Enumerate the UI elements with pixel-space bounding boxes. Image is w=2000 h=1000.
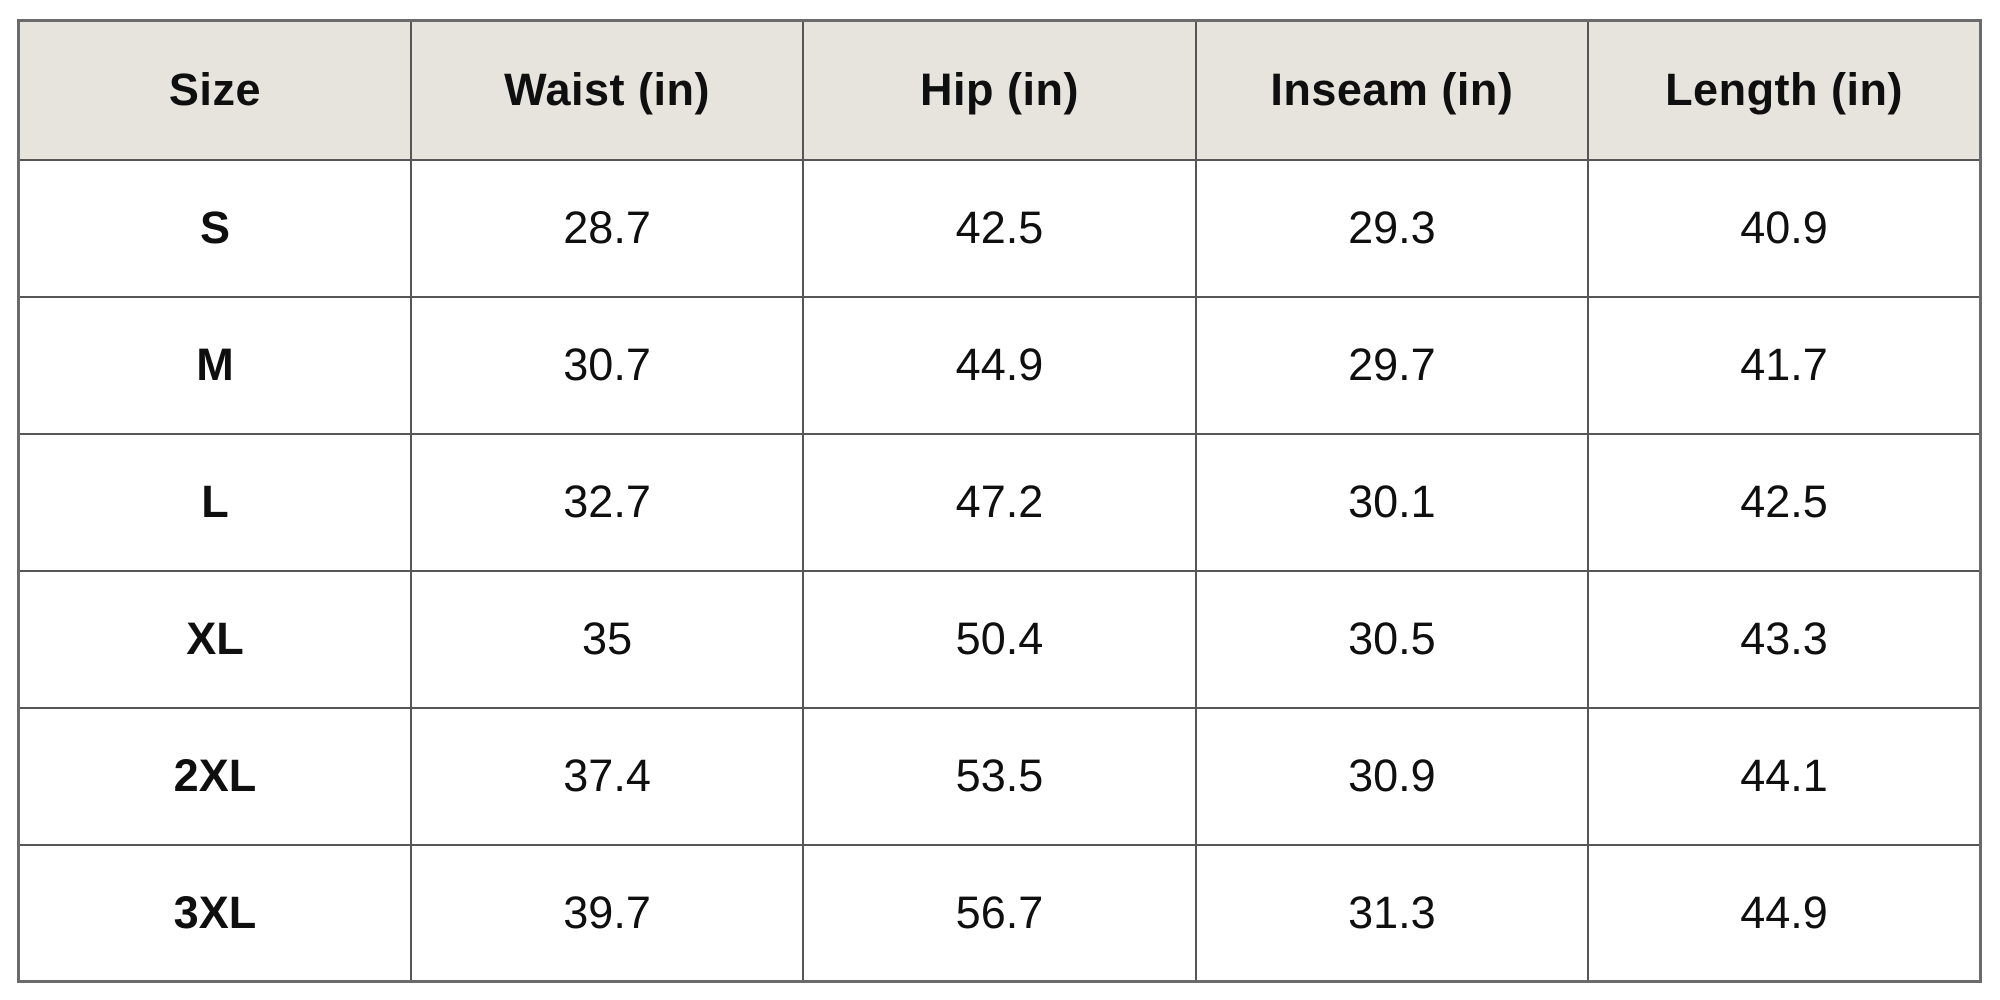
table-header: Size Waist (in) Hip (in) Inseam (in) Len… [17, 19, 1982, 161]
cell-size-3xl: 3XL [17, 843, 412, 983]
table-row-s: S 28.7 42.5 29.3 40.9 [17, 158, 1982, 298]
cell-size-2xl: 2XL [17, 706, 412, 846]
cell-hip-xl: 50.4 [802, 569, 1197, 709]
table-row-2xl: 2XL 37.4 53.5 30.9 44.1 [17, 706, 1982, 846]
cell-waist-s: 28.7 [409, 158, 805, 298]
column-header-inseam: Inseam (in) [1194, 19, 1590, 161]
column-header-size: Size [17, 19, 412, 161]
cell-size-m: M [17, 295, 412, 435]
column-header-length: Length (in) [1587, 19, 1982, 161]
table-body: S 28.7 42.5 29.3 40.9 M 30.7 44.9 29.7 4… [17, 158, 1982, 983]
cell-size-s: S [17, 158, 412, 298]
cell-hip-l: 47.2 [802, 432, 1197, 572]
cell-length-2xl: 44.1 [1587, 706, 1982, 846]
cell-hip-s: 42.5 [802, 158, 1197, 298]
cell-inseam-2xl: 30.9 [1194, 706, 1590, 846]
cell-length-s: 40.9 [1587, 158, 1982, 298]
cell-size-l: L [17, 432, 412, 572]
table-row-m: M 30.7 44.9 29.7 41.7 [17, 295, 1982, 435]
header-row: Size Waist (in) Hip (in) Inseam (in) Len… [17, 19, 1982, 161]
cell-inseam-m: 29.7 [1194, 295, 1590, 435]
cell-waist-l: 32.7 [409, 432, 805, 572]
cell-waist-2xl: 37.4 [409, 706, 805, 846]
cell-hip-2xl: 53.5 [802, 706, 1197, 846]
cell-length-3xl: 44.9 [1587, 843, 1982, 983]
table-row-xl: XL 35 50.4 30.5 43.3 [17, 569, 1982, 709]
cell-inseam-l: 30.1 [1194, 432, 1590, 572]
table-row-l: L 32.7 47.2 30.1 42.5 [17, 432, 1982, 572]
cell-length-xl: 43.3 [1587, 569, 1982, 709]
cell-waist-xl: 35 [409, 569, 805, 709]
column-header-waist: Waist (in) [409, 19, 805, 161]
cell-inseam-xl: 30.5 [1194, 569, 1590, 709]
cell-length-l: 42.5 [1587, 432, 1982, 572]
cell-waist-m: 30.7 [409, 295, 805, 435]
column-header-hip: Hip (in) [802, 19, 1197, 161]
table-row-3xl: 3XL 39.7 56.7 31.3 44.9 [17, 843, 1982, 983]
cell-inseam-s: 29.3 [1194, 158, 1590, 298]
cell-waist-3xl: 39.7 [409, 843, 805, 983]
cell-hip-m: 44.9 [802, 295, 1197, 435]
size-chart-container: Size Waist (in) Hip (in) Inseam (in) Len… [17, 19, 1982, 983]
cell-inseam-3xl: 31.3 [1194, 843, 1590, 983]
cell-hip-3xl: 56.7 [802, 843, 1197, 983]
size-chart-table: Size Waist (in) Hip (in) Inseam (in) Len… [17, 19, 1982, 983]
cell-size-xl: XL [17, 569, 412, 709]
cell-length-m: 41.7 [1587, 295, 1982, 435]
